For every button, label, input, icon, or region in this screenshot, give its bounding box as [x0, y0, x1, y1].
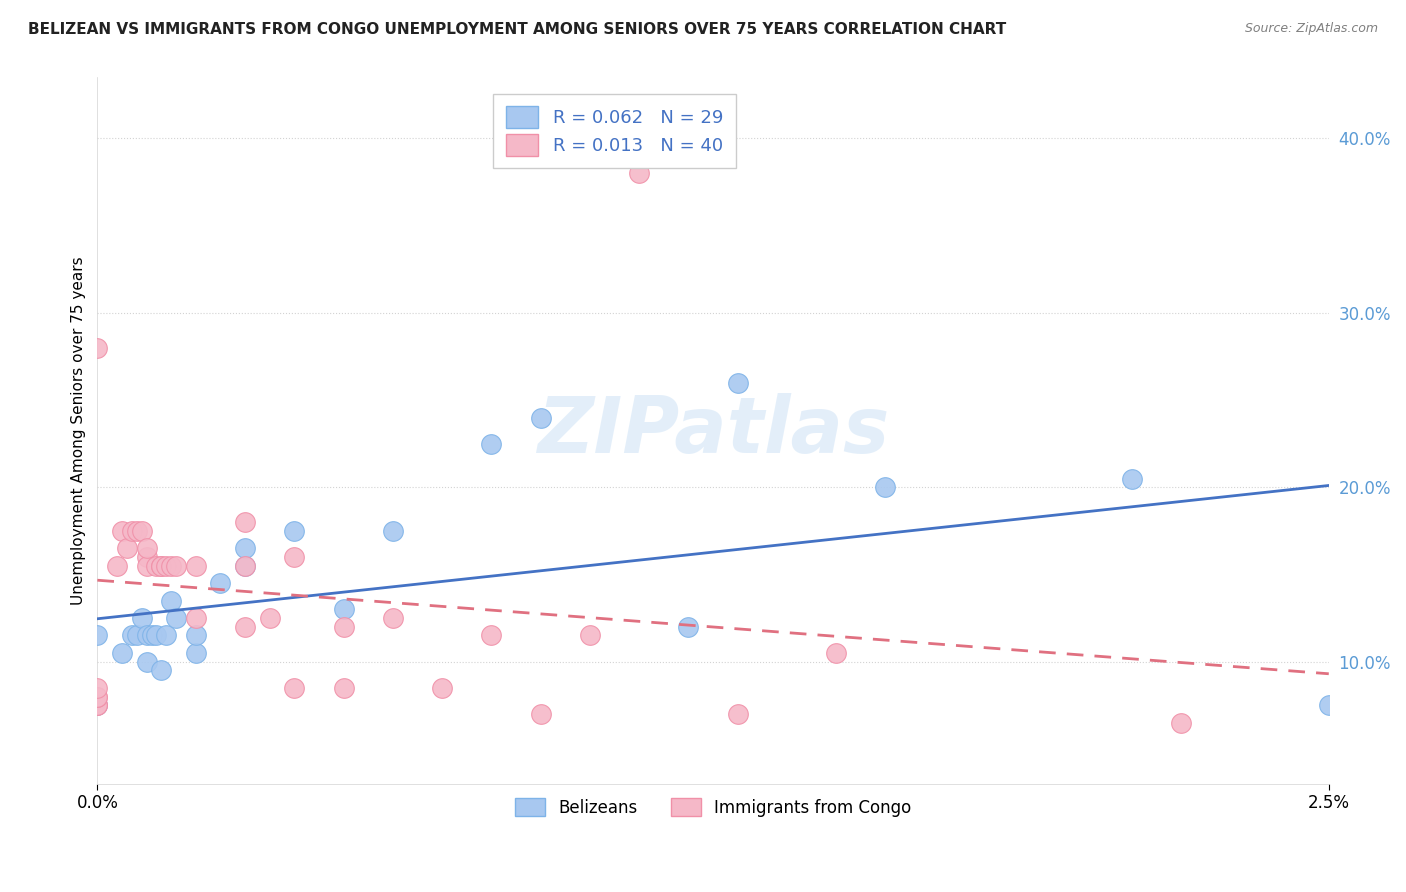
- Point: [105, 558, 128, 573]
- Point: [184, 646, 207, 660]
- Point: [165, 558, 187, 573]
- Point: [381, 611, 404, 625]
- Text: Source: ZipAtlas.com: Source: ZipAtlas.com: [1244, 22, 1378, 36]
- Point: [430, 681, 453, 695]
- Point: [86, 698, 108, 713]
- Point: [160, 593, 183, 607]
- Point: [135, 628, 157, 642]
- Point: [131, 524, 153, 538]
- Point: [135, 541, 157, 556]
- Point: [125, 628, 148, 642]
- Point: [628, 166, 651, 180]
- Point: [150, 558, 173, 573]
- Point: [481, 436, 503, 450]
- Legend: Belizeans, Immigrants from Congo: Belizeans, Immigrants from Congo: [506, 789, 920, 825]
- Point: [1317, 698, 1340, 713]
- Point: [86, 341, 108, 355]
- Point: [155, 558, 177, 573]
- Point: [530, 410, 553, 425]
- Point: [86, 698, 108, 713]
- Point: [111, 646, 134, 660]
- Point: [530, 706, 553, 721]
- Point: [233, 558, 256, 573]
- Point: [184, 558, 207, 573]
- Point: [332, 602, 354, 616]
- Point: [259, 611, 281, 625]
- Point: [125, 524, 148, 538]
- Point: [86, 628, 108, 642]
- Point: [727, 706, 749, 721]
- Point: [141, 628, 163, 642]
- Text: BELIZEAN VS IMMIGRANTS FROM CONGO UNEMPLOYMENT AMONG SENIORS OVER 75 YEARS CORRE: BELIZEAN VS IMMIGRANTS FROM CONGO UNEMPL…: [28, 22, 1007, 37]
- Y-axis label: Unemployment Among Seniors over 75 years: Unemployment Among Seniors over 75 years: [72, 256, 86, 605]
- Point: [233, 541, 256, 556]
- Point: [184, 628, 207, 642]
- Point: [135, 655, 157, 669]
- Point: [165, 611, 187, 625]
- Point: [86, 698, 108, 713]
- Point: [121, 628, 143, 642]
- Point: [131, 611, 153, 625]
- Point: [1121, 471, 1143, 485]
- Point: [209, 576, 232, 591]
- Point: [481, 628, 503, 642]
- Point: [727, 376, 749, 390]
- Point: [1170, 715, 1192, 730]
- Point: [233, 515, 256, 529]
- Point: [86, 690, 108, 704]
- Point: [121, 524, 143, 538]
- Point: [155, 628, 177, 642]
- Point: [86, 681, 108, 695]
- Point: [283, 681, 305, 695]
- Point: [145, 628, 167, 642]
- Point: [825, 646, 848, 660]
- Point: [86, 690, 108, 704]
- Point: [233, 620, 256, 634]
- Point: [332, 620, 354, 634]
- Point: [332, 681, 354, 695]
- Point: [150, 558, 173, 573]
- Point: [875, 480, 897, 494]
- Point: [115, 541, 138, 556]
- Point: [145, 558, 167, 573]
- Point: [135, 558, 157, 573]
- Point: [283, 549, 305, 564]
- Point: [160, 558, 183, 573]
- Point: [233, 558, 256, 573]
- Point: [579, 628, 602, 642]
- Point: [184, 611, 207, 625]
- Point: [111, 524, 134, 538]
- Point: [150, 664, 173, 678]
- Point: [135, 549, 157, 564]
- Point: [381, 524, 404, 538]
- Point: [283, 524, 305, 538]
- Point: [678, 620, 700, 634]
- Text: ZIPatlas: ZIPatlas: [537, 392, 889, 468]
